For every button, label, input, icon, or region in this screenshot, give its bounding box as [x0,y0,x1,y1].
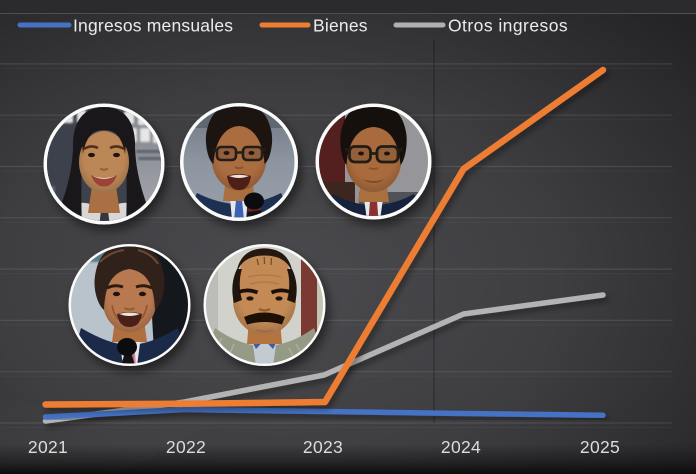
svg-text:2023: 2023 [303,437,343,457]
svg-text:Ingresos mensuales: Ingresos mensuales [73,16,233,36]
svg-text:2022: 2022 [166,437,206,457]
svg-text:2021: 2021 [28,437,68,457]
svg-text:2025: 2025 [580,437,620,457]
svg-text:Bienes: Bienes [313,16,368,36]
svg-text:2024: 2024 [441,437,481,457]
svg-text:Otros ingresos: Otros ingresos [448,16,568,36]
